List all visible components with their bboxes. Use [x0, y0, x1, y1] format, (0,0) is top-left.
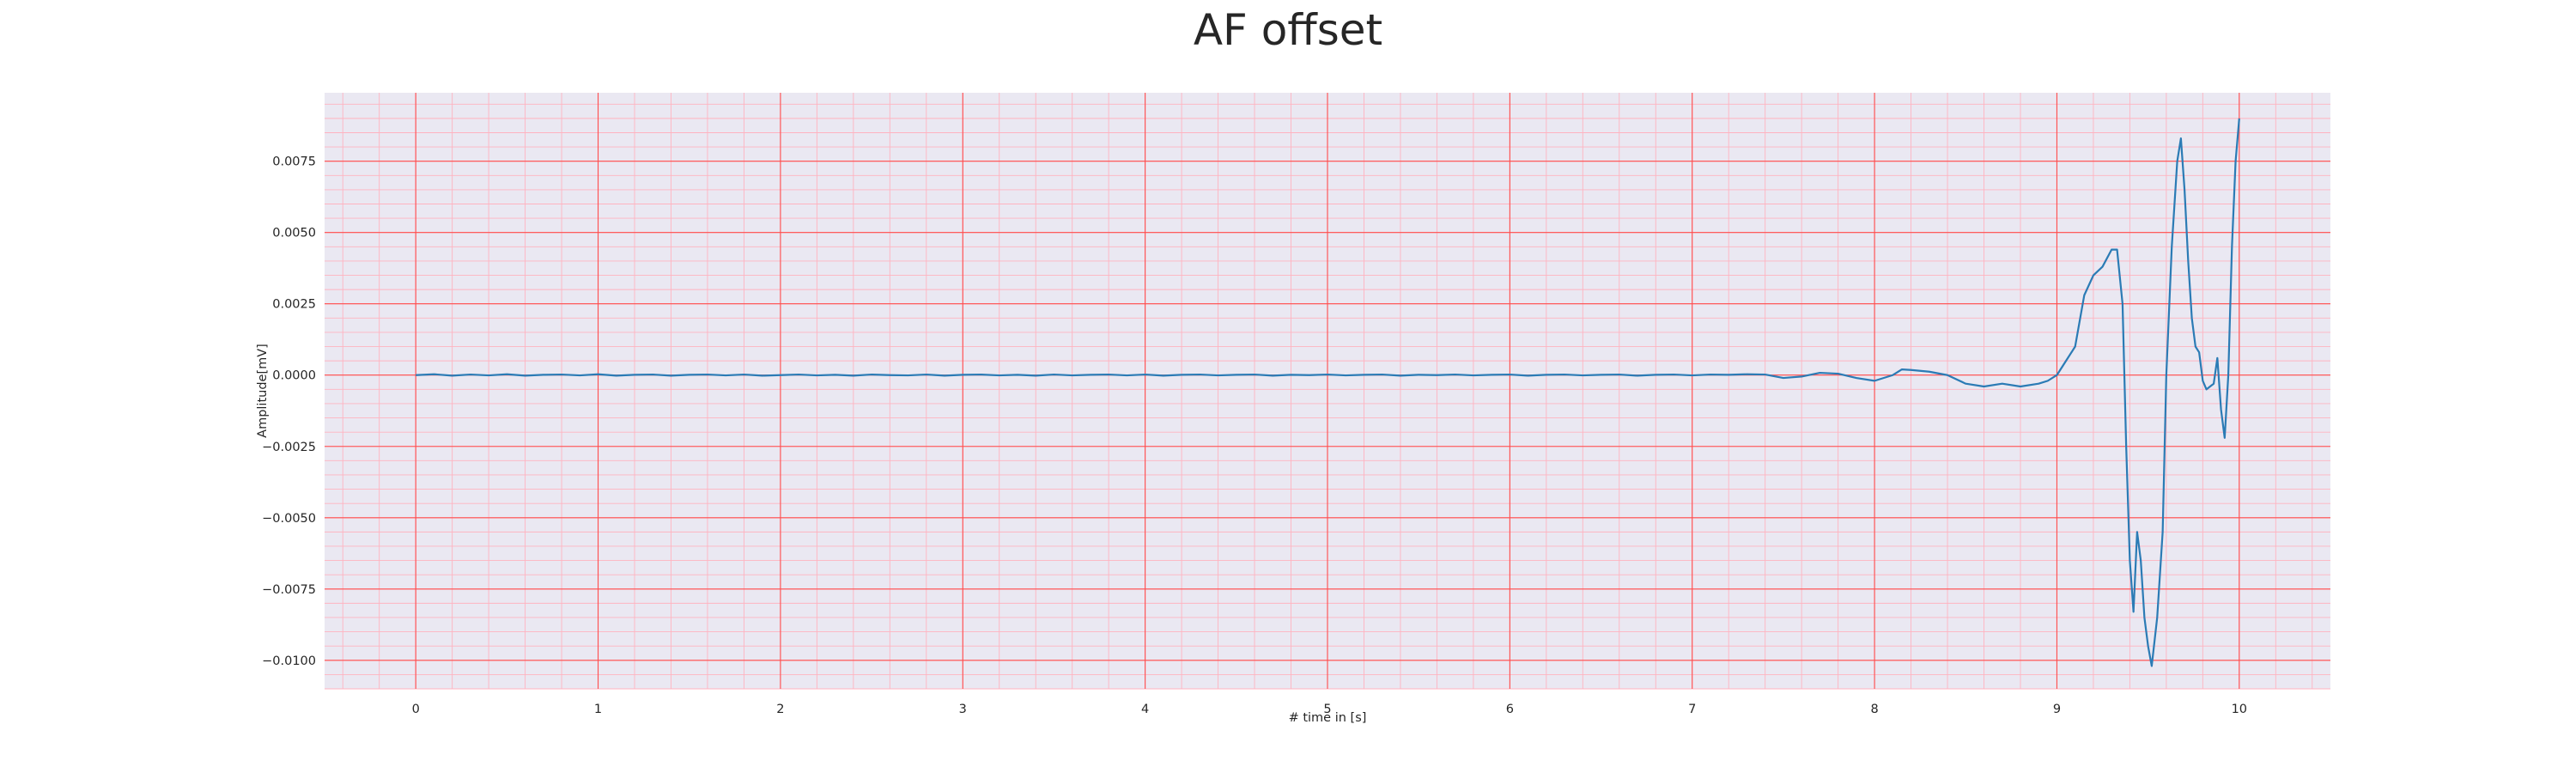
x-tick-label: 0 — [412, 703, 420, 716]
chart-title: AF offset — [1194, 5, 1382, 55]
y-tick-label: 0.0075 — [272, 155, 316, 169]
x-tick-label: 1 — [594, 703, 602, 716]
series-line — [416, 118, 2240, 667]
y-tick-label: −0.0075 — [262, 583, 316, 597]
x-tick-label: 3 — [959, 703, 967, 716]
x-tick-label: 7 — [1688, 703, 1696, 716]
x-tick-label: 4 — [1141, 703, 1149, 716]
y-tick-label: 0.0025 — [272, 298, 316, 312]
x-tick-label: 10 — [2232, 703, 2247, 716]
x-tick-label: 6 — [1506, 703, 1514, 716]
y-tick-label: −0.0100 — [262, 654, 316, 668]
major-grid — [325, 93, 2330, 689]
y-tick-label: 0.0000 — [272, 369, 316, 383]
y-tick-label: −0.0025 — [262, 441, 316, 454]
y-tick-label: −0.0050 — [262, 512, 316, 526]
x-tick-label: 8 — [1870, 703, 1878, 716]
y-tick-labels: 0.0075 0.0050 0.0025 0.0000 −0.0025 −0.0050 −0… — [262, 155, 316, 668]
x-axis-label: # time in [s] — [1289, 711, 1367, 725]
x-tick-label: 9 — [2053, 703, 2061, 716]
y-tick-label: 0.0050 — [272, 227, 316, 240]
series-group — [416, 118, 2240, 667]
x-tick-label: 2 — [776, 703, 784, 716]
x-tick-labels: 0 1 2 3 4 5 6 7 8 9 10 — [412, 703, 2247, 716]
x-tick-label: 5 — [1323, 703, 1331, 716]
y-axis-label: Amplitude[mV] — [256, 344, 270, 438]
